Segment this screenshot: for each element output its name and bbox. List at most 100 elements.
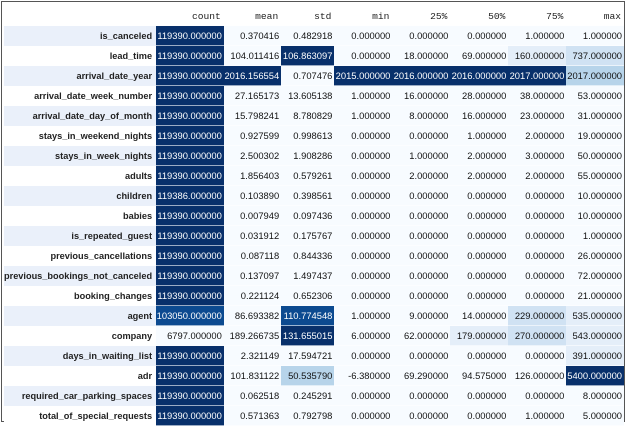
table-cell: 0.482918 xyxy=(281,26,335,46)
table-cell: 5400.000000 xyxy=(566,366,624,386)
table-row: arrival_date_week_number 119390.000000 27.… xyxy=(4,86,624,106)
table-cell: 0.000000 xyxy=(334,226,393,246)
table-cell: 72.000000 xyxy=(566,266,624,286)
table-cell: 0.000000 xyxy=(450,226,509,246)
table-cell: 2016.000000 xyxy=(392,66,451,86)
table-cell: 0.000000 xyxy=(508,346,567,366)
table-row: required_car_parking_spaces 119390.000000… xyxy=(4,386,624,406)
table-cell: 126.000000 xyxy=(508,366,567,386)
table-cell: 119390.000000 xyxy=(156,346,224,366)
table-cell: 0.571363 xyxy=(223,406,282,426)
row-label: company xyxy=(4,326,157,346)
table-cell: 0.000000 xyxy=(334,146,393,166)
table-cell: 21.000000 xyxy=(566,286,624,306)
table-cell: 0.000000 xyxy=(392,406,451,426)
table-cell: 119390.000000 xyxy=(156,106,224,126)
table-cell: 106.863097 xyxy=(281,46,335,66)
table-cell: 543.000000 xyxy=(566,326,624,346)
table-cell: 0.000000 xyxy=(334,286,393,306)
table-cell: 27.165173 xyxy=(223,86,282,106)
table-cell: 2.000000 xyxy=(450,166,509,186)
table-row: is_canceled 119390.000000 0.370416 0.482918… xyxy=(4,26,624,46)
row-label: previous_cancellations xyxy=(4,246,157,266)
table-cell: 0.998613 xyxy=(281,126,335,146)
table-cell: 5.000000 xyxy=(566,406,624,426)
table-cell: 0.000000 xyxy=(334,346,393,366)
table-row: stays_in_week_nights 119390.000000 2.50030… xyxy=(4,146,624,166)
table-cell: 0.000000 xyxy=(392,26,451,46)
table-cell: 2.000000 xyxy=(508,166,567,186)
table-cell: 0.000000 xyxy=(334,186,393,206)
column-header: 75% xyxy=(508,7,567,26)
table-cell: 535.000000 xyxy=(566,306,624,326)
table-cell: 0.245291 xyxy=(281,386,335,406)
column-header: min xyxy=(334,7,393,26)
row-label: arrival_date_day_of_month xyxy=(4,106,157,126)
column-header: max xyxy=(566,7,624,26)
table-cell: 0.000000 xyxy=(392,246,451,266)
row-label: required_car_parking_spaces xyxy=(4,386,157,406)
table-cell: 38.000000 xyxy=(508,86,567,106)
table-cell: 0.707476 xyxy=(281,66,335,86)
table-cell: 14.000000 xyxy=(450,306,509,326)
table-cell: 131.655015 xyxy=(281,326,335,346)
table-cell: 0.579261 xyxy=(281,166,335,186)
table-cell: 1.000000 xyxy=(508,26,567,46)
table-cell: 737.000000 xyxy=(566,46,624,66)
table-cell: 104.011416 xyxy=(223,46,282,66)
table-row: arrival_date_day_of_month 119390.000000 15… xyxy=(4,106,624,126)
table-cell: 2017.000000 xyxy=(566,66,624,86)
table-cell: 19.000000 xyxy=(566,126,624,146)
table-cell: 0.000000 xyxy=(450,186,509,206)
row-label: previous_bookings_not_canceled xyxy=(4,266,157,286)
table-cell: 3.000000 xyxy=(508,146,567,166)
table-cell: 1.000000 xyxy=(334,86,393,106)
row-label: adr xyxy=(4,366,157,386)
table-cell: 179.000000 xyxy=(450,326,509,346)
describe-table: count mean std min 25% 50% 75% max is_canceled 1… xyxy=(4,7,624,426)
table-cell: 0.000000 xyxy=(392,126,451,146)
table-cell: 160.000000 xyxy=(508,46,567,66)
table-cell: 6.000000 xyxy=(334,326,393,346)
header-row: count mean std min 25% 50% 75% max xyxy=(4,7,624,26)
table-cell: 10.000000 xyxy=(566,206,624,226)
column-header: std xyxy=(281,7,335,26)
table-cell: 0.000000 xyxy=(450,206,509,226)
row-label: booking_changes xyxy=(4,286,157,306)
table-cell: 0.000000 xyxy=(450,406,509,426)
table-cell: 110.774548 xyxy=(281,306,335,326)
table-cell: 0.652306 xyxy=(281,286,335,306)
table-cell: 119390.000000 xyxy=(156,286,224,306)
table-cell: 10.000000 xyxy=(566,186,624,206)
table-cell: 2.000000 xyxy=(450,146,509,166)
table-cell: 0.000000 xyxy=(450,246,509,266)
table-cell: 119390.000000 xyxy=(156,246,224,266)
row-label: lead_time xyxy=(4,46,157,66)
table-cell: 119386.000000 xyxy=(156,186,224,206)
table-cell: 119390.000000 xyxy=(156,206,224,226)
table-cell: 15.798241 xyxy=(223,106,282,126)
table-cell: 55.000000 xyxy=(566,166,624,186)
table-row: adr 119390.000000 101.831122 50.535790 -6.38… xyxy=(4,366,624,386)
table-cell: 270.000000 xyxy=(508,326,567,346)
table-cell: 0.103890 xyxy=(223,186,282,206)
table-cell: 8.000000 xyxy=(392,106,451,126)
table-cell: 0.000000 xyxy=(334,386,393,406)
table-cell: 28.000000 xyxy=(450,86,509,106)
table-row: arrival_date_year 119390.000000 2016.15655… xyxy=(4,66,624,86)
row-label: stays_in_weekend_nights xyxy=(4,126,157,146)
table-cell: 101.831122 xyxy=(223,366,282,386)
table-cell: 0.000000 xyxy=(392,346,451,366)
table-cell: 0.000000 xyxy=(392,286,451,306)
table-cell: 0.000000 xyxy=(392,206,451,226)
table-row: babies 119390.000000 0.007949 0.097436 0.000… xyxy=(4,206,624,226)
table-cell: -6.380000 xyxy=(334,366,393,386)
table-row: total_of_special_requests 119390.000000 0.… xyxy=(4,406,624,426)
table-cell: 0.000000 xyxy=(334,46,393,66)
table-cell: 0.000000 xyxy=(450,286,509,306)
table-cell: 0.031912 xyxy=(223,226,282,246)
table-row: booking_changes 119390.000000 0.221124 0.65… xyxy=(4,286,624,306)
table-row: children 119386.000000 0.103890 0.398561 0.0… xyxy=(4,186,624,206)
table-cell: 1.000000 xyxy=(566,226,624,246)
